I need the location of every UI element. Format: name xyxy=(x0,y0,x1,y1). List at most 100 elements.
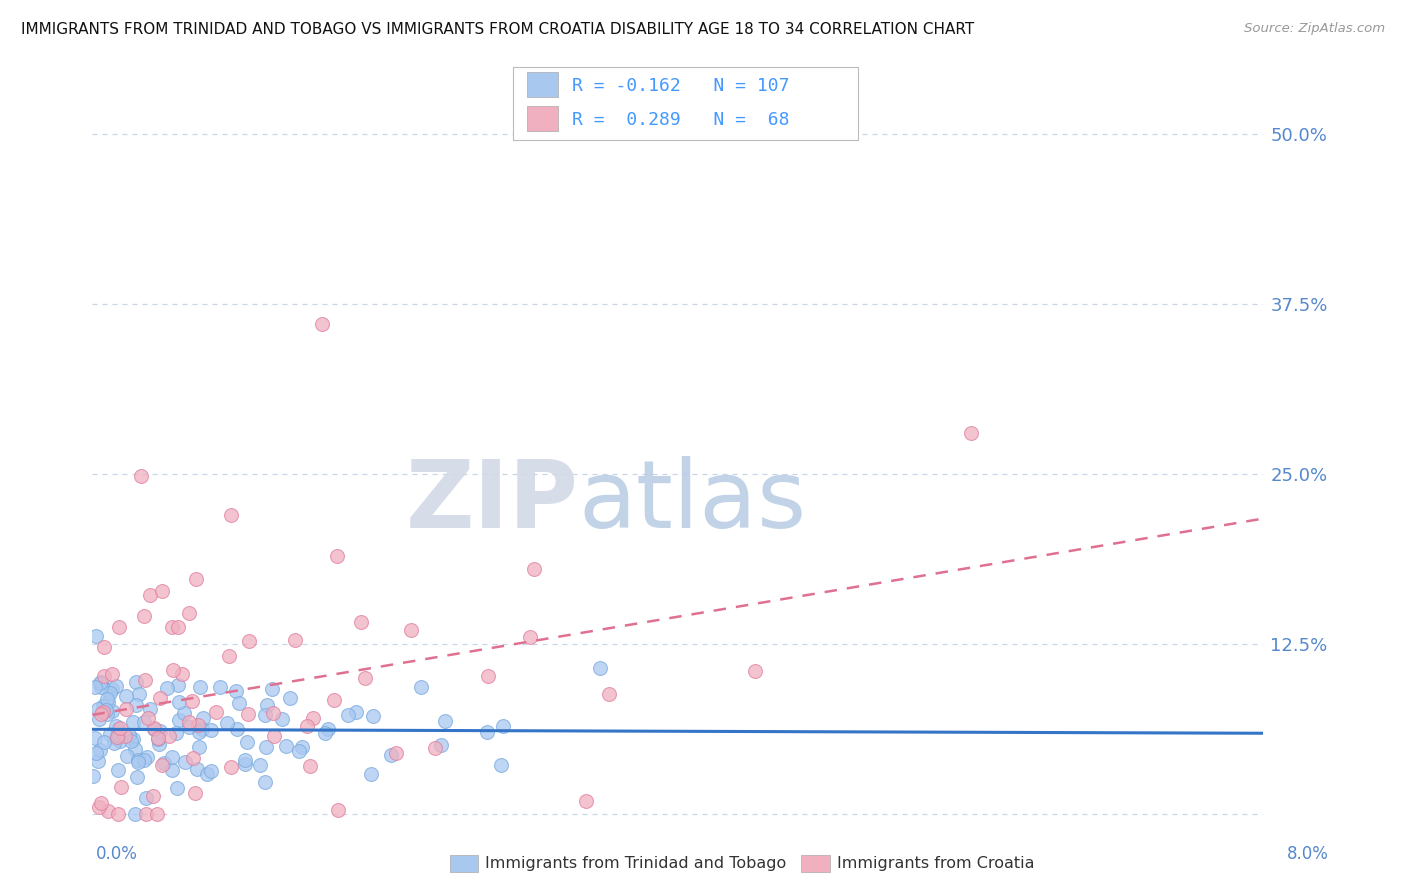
Point xyxy=(132,753,155,767)
Point xyxy=(174,755,197,769)
Point xyxy=(328,804,350,818)
Point xyxy=(322,693,344,707)
Point xyxy=(114,729,136,743)
Point xyxy=(89,742,111,756)
Point xyxy=(205,705,228,719)
Point xyxy=(316,722,339,736)
Point xyxy=(195,767,218,781)
Point xyxy=(187,718,209,732)
Point xyxy=(186,762,208,776)
Point xyxy=(177,607,200,621)
Point xyxy=(314,726,336,740)
Point xyxy=(128,687,150,701)
Point xyxy=(138,711,160,725)
Text: IMMIGRANTS FROM TRINIDAD AND TOBAGO VS IMMIGRANTS FROM CROATIA DISABILITY AGE 18: IMMIGRANTS FROM TRINIDAD AND TOBAGO VS I… xyxy=(21,22,974,37)
Point xyxy=(108,721,131,735)
Point xyxy=(110,780,132,795)
Point xyxy=(228,696,250,710)
Point xyxy=(134,715,156,730)
Point xyxy=(93,735,115,749)
Point xyxy=(575,794,598,808)
Text: 8.0%: 8.0% xyxy=(1286,846,1329,863)
Point xyxy=(353,671,375,685)
Text: Immigrants from Croatia: Immigrants from Croatia xyxy=(837,856,1033,871)
Point xyxy=(104,679,127,693)
Point xyxy=(118,727,141,741)
Point xyxy=(475,724,498,739)
Point xyxy=(290,739,312,754)
Point xyxy=(491,758,513,772)
Point xyxy=(124,807,146,822)
Point xyxy=(225,722,247,736)
Point xyxy=(143,721,166,735)
Point xyxy=(107,620,129,634)
Point xyxy=(160,750,183,764)
Point xyxy=(146,807,169,822)
Point xyxy=(162,663,184,677)
Point xyxy=(121,714,143,729)
Point xyxy=(284,633,307,648)
Point xyxy=(136,749,159,764)
Point xyxy=(120,734,142,748)
Point xyxy=(150,758,173,772)
Point xyxy=(125,675,148,690)
Point xyxy=(156,681,179,696)
Point xyxy=(132,608,155,623)
Point xyxy=(298,759,321,773)
Point xyxy=(167,695,190,709)
Point xyxy=(107,728,129,742)
Point xyxy=(98,686,121,700)
Text: ZIP: ZIP xyxy=(405,456,578,548)
Text: atlas: atlas xyxy=(578,456,807,548)
Point xyxy=(166,780,188,795)
Point xyxy=(262,682,284,697)
Point xyxy=(107,763,129,777)
Point xyxy=(157,729,180,743)
Point xyxy=(959,426,981,441)
Point xyxy=(139,588,162,602)
Point xyxy=(399,623,422,637)
Point xyxy=(103,736,125,750)
Point xyxy=(380,747,402,762)
Point xyxy=(101,682,124,697)
Point xyxy=(115,689,138,703)
Text: Immigrants from Trinidad and Tobago: Immigrants from Trinidad and Tobago xyxy=(485,856,786,871)
Point xyxy=(82,768,104,782)
Point xyxy=(311,318,333,332)
Point xyxy=(97,695,120,709)
Point xyxy=(167,620,190,634)
Point xyxy=(225,684,247,698)
Point xyxy=(143,722,166,736)
Point xyxy=(477,668,499,682)
Point xyxy=(84,680,107,694)
Text: Source: ZipAtlas.com: Source: ZipAtlas.com xyxy=(1244,22,1385,36)
Point xyxy=(105,719,128,733)
Text: 0.0%: 0.0% xyxy=(96,846,138,863)
Point xyxy=(184,572,207,586)
Point xyxy=(191,723,214,737)
Point xyxy=(523,562,546,576)
Point xyxy=(110,734,132,748)
Point xyxy=(146,731,169,745)
Point xyxy=(173,706,195,721)
Point xyxy=(94,703,117,717)
Point xyxy=(86,747,108,761)
Point xyxy=(360,767,382,781)
Point xyxy=(89,676,111,690)
Point xyxy=(288,744,311,758)
Point xyxy=(129,468,152,483)
Point xyxy=(350,615,373,629)
Point xyxy=(121,731,143,746)
Point xyxy=(142,789,165,803)
Point xyxy=(589,661,612,675)
Point xyxy=(87,800,110,814)
Point xyxy=(101,705,124,719)
Point xyxy=(89,712,111,726)
Point xyxy=(188,725,211,739)
Point xyxy=(165,725,187,739)
Point xyxy=(191,711,214,725)
Point xyxy=(87,702,110,716)
Point xyxy=(117,748,139,763)
Point xyxy=(105,730,128,744)
Point xyxy=(249,758,271,772)
